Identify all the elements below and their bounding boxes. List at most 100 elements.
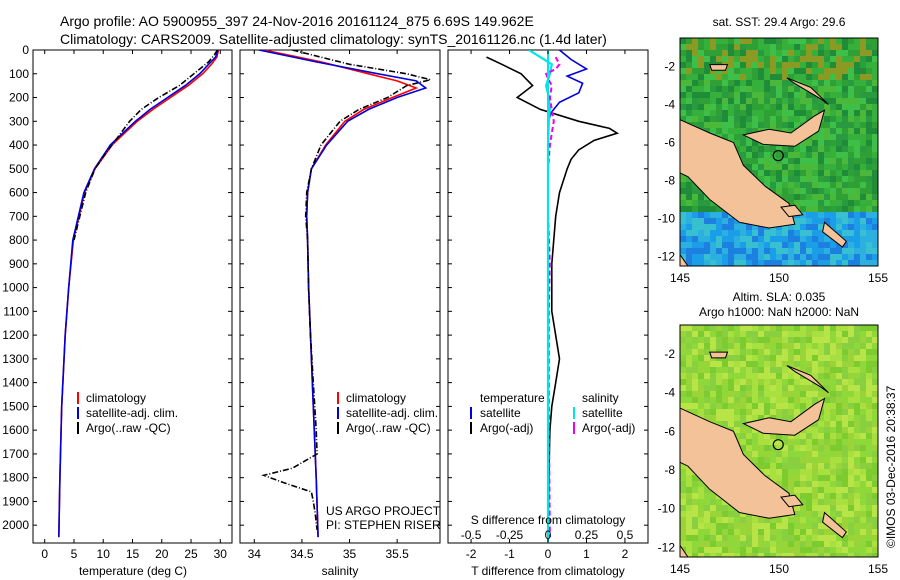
map-cell: [794, 188, 800, 194]
map-cell: [824, 553, 830, 557]
map-cell: [728, 260, 734, 266]
map-cell: [794, 385, 800, 391]
map-cell: [692, 487, 698, 493]
map-cell: [782, 397, 788, 403]
map-cell: [680, 110, 686, 116]
map-cell: [680, 373, 686, 379]
map-cell: [776, 146, 782, 152]
map-cell: [872, 409, 878, 415]
salinity-panel: [239, 49, 441, 544]
map-cell: [698, 535, 704, 541]
map-cell: [788, 44, 794, 50]
map-cell: [824, 80, 830, 86]
map-cell: [824, 535, 830, 541]
map-cell: [860, 224, 866, 230]
map-cell: [680, 499, 686, 505]
map-cell: [722, 44, 728, 50]
map-cell: [842, 260, 848, 266]
map-cell: [788, 517, 794, 523]
map-cell: [848, 367, 854, 373]
map-cell: [728, 517, 734, 523]
map-cell: [854, 182, 860, 188]
map-cell: [806, 80, 812, 86]
map-cell: [818, 44, 824, 50]
map-cell: [824, 104, 830, 110]
map-cell: [860, 541, 866, 547]
map-cell: [686, 200, 692, 206]
map-cell: [758, 158, 764, 164]
map-cell: [842, 230, 848, 236]
map-cell: [830, 343, 836, 349]
map-cell: [824, 146, 830, 152]
map-cell: [740, 547, 746, 553]
map-cell: [716, 529, 722, 535]
map-cell: [710, 517, 716, 523]
map-cell: [854, 547, 860, 553]
map-cell: [686, 86, 692, 92]
map-cell: [728, 385, 734, 391]
map-cell: [824, 355, 830, 361]
map-cell: [704, 116, 710, 122]
map-cell: [698, 487, 704, 493]
map-cell: [842, 421, 848, 427]
map-cell: [704, 224, 710, 230]
map-cell: [710, 200, 716, 206]
map-cell: [710, 493, 716, 499]
map-cell: [860, 128, 866, 134]
map-cell: [710, 86, 716, 92]
map-cell: [848, 236, 854, 242]
map-cell: [800, 529, 806, 535]
map-cell: [848, 230, 854, 236]
map-cell: [860, 212, 866, 218]
map-cell: [806, 188, 812, 194]
depth-tick-label: 1600: [2, 423, 29, 437]
map-cell: [734, 541, 740, 547]
map-cell: [728, 331, 734, 337]
map-cell: [836, 80, 842, 86]
map-cell: [830, 379, 836, 385]
map-cell: [872, 158, 878, 164]
map-cell: [872, 385, 878, 391]
map-cell: [692, 98, 698, 104]
map-cell: [860, 367, 866, 373]
map-cell: [860, 475, 866, 481]
map-cell: [806, 98, 812, 104]
map-cell: [806, 385, 812, 391]
map-cell: [860, 68, 866, 74]
map-cell: [722, 535, 728, 541]
map-cell: [734, 236, 740, 242]
map-cell: [680, 188, 686, 194]
map-cell: [794, 541, 800, 547]
map-cell: [842, 188, 848, 194]
map-cell: [746, 361, 752, 367]
map-cell: [776, 44, 782, 50]
map-cell: [764, 44, 770, 50]
map-cell: [836, 457, 842, 463]
map-cell: [872, 44, 878, 50]
map-cell: [758, 116, 764, 122]
map-cell: [800, 391, 806, 397]
map-cell: [848, 355, 854, 361]
map-cell: [710, 224, 716, 230]
map-cell: [794, 200, 800, 206]
map-cell: [830, 38, 836, 44]
map-cell: [788, 194, 794, 200]
map-cell: [770, 242, 776, 248]
map-cell: [704, 511, 710, 517]
map-cell: [812, 86, 818, 92]
map-cell: [818, 331, 824, 337]
map-cell: [770, 349, 776, 355]
map-cell: [836, 451, 842, 457]
map-cell: [806, 254, 812, 260]
map-cell: [770, 547, 776, 553]
map-cell: [782, 170, 788, 176]
map-cell: [836, 475, 842, 481]
map-cell: [836, 218, 842, 224]
map-cell: [830, 68, 836, 74]
map-cell: [692, 343, 698, 349]
map-cell: [734, 391, 740, 397]
map-cell: [818, 188, 824, 194]
map-cell: [818, 493, 824, 499]
map-cell: [806, 391, 812, 397]
map-cell: [758, 529, 764, 535]
